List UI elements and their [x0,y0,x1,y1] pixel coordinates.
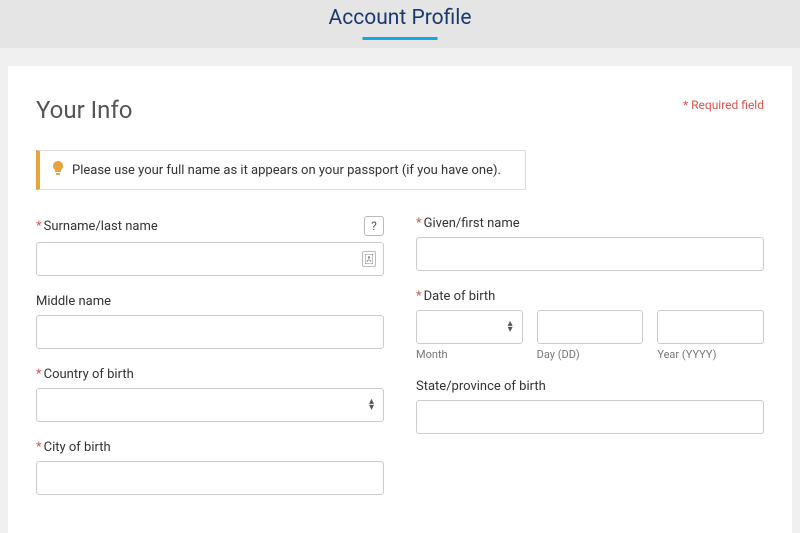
contact-card-icon [362,251,376,267]
given-label: *Given/first name [416,216,520,231]
lightbulb-icon [52,161,64,179]
city-input[interactable] [36,461,384,495]
field-given: *Given/first name [416,216,764,271]
dob-label: *Date of birth [416,289,495,304]
field-state: State/province of birth [416,379,764,434]
form-grid: *Surname/last name ? Middle name [36,216,764,513]
dob-month-sublabel: Month [416,348,523,361]
dob-year-input[interactable] [657,310,764,344]
section-title: Your Info [36,96,764,124]
dob-day-input[interactable] [537,310,644,344]
given-input[interactable] [416,237,764,271]
country-label: *Country of birth [36,367,134,382]
form-col-left: *Surname/last name ? Middle name [36,216,384,513]
middle-input[interactable] [36,315,384,349]
dob-year-sublabel: Year (YYYY) [657,348,764,361]
form-col-right: *Given/first name *Date of birth ▴▾ [416,216,764,513]
field-country: *Country of birth ▴▾ [36,367,384,422]
page-title-text: Account Profile [329,6,472,30]
info-text: Please use your full name as it appears … [72,163,501,178]
form-card: Your Info * Required field Please use yo… [8,66,792,533]
title-underline [363,37,438,40]
country-select[interactable] [36,388,384,422]
state-label: State/province of birth [416,379,546,394]
page-title: Account Profile [329,6,472,40]
required-field-note: * Required field [683,98,764,112]
header-bar: Account Profile [0,0,800,48]
state-input[interactable] [416,400,764,434]
city-label: *City of birth [36,440,111,455]
field-dob: *Date of birth ▴▾ Month Day (DD) [416,289,764,361]
field-middle: Middle name [36,294,384,349]
help-button[interactable]: ? [364,216,384,236]
info-box: Please use your full name as it appears … [36,150,526,190]
dob-day-sublabel: Day (DD) [537,348,644,361]
dob-month-select[interactable] [416,310,523,344]
surname-label: *Surname/last name [36,219,158,234]
content-wrap: Your Info * Required field Please use yo… [0,48,800,533]
field-city: *City of birth [36,440,384,495]
surname-input[interactable] [36,242,384,276]
middle-label: Middle name [36,294,111,309]
field-surname: *Surname/last name ? [36,216,384,276]
